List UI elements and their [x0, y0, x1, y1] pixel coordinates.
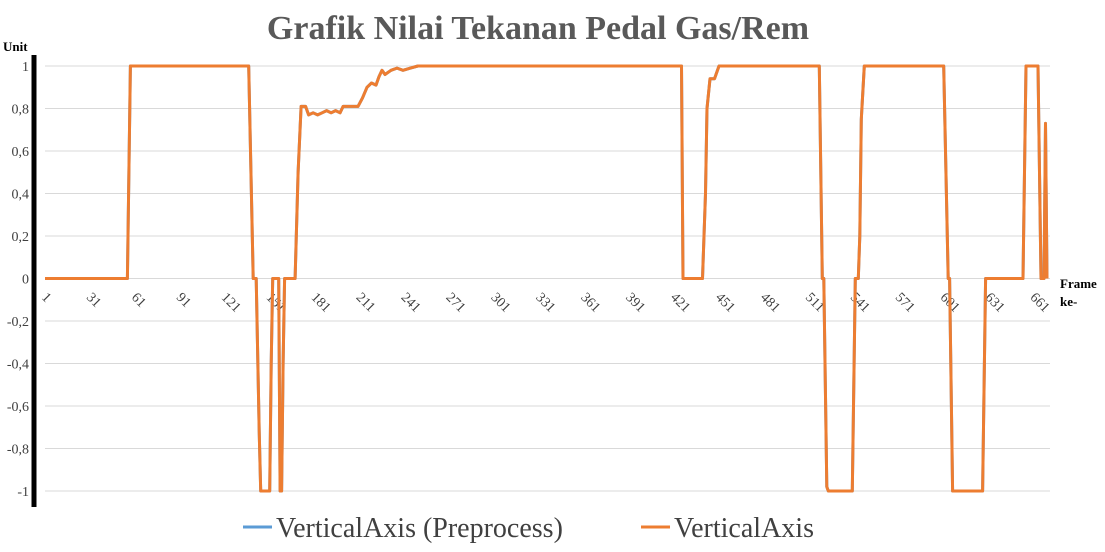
y-tick-label: 0,6 — [12, 145, 30, 160]
series-lines — [45, 64, 1049, 493]
x-tick-label: 571 — [892, 290, 917, 315]
x-tick-label: 661 — [1027, 290, 1052, 315]
x-tick-label: 181 — [308, 290, 333, 315]
x-tick-label: 541 — [847, 290, 872, 315]
chart-title: Grafik Nilai Tekanan Pedal Gas/Rem — [267, 10, 809, 47]
series-line-1 — [45, 64, 1049, 493]
x-tick-label: 301 — [488, 290, 513, 315]
x-tick-label: 241 — [398, 290, 423, 315]
x-tick-label: 391 — [622, 290, 647, 315]
x-tick-label: 451 — [712, 290, 737, 315]
y-tick-label: 0 — [22, 273, 29, 288]
x-tick-labels: 1 31 61 91 121 151 181 211 241 271 301 331 361 391 421… — [38, 290, 1052, 315]
x-tick-label: 121 — [218, 290, 243, 315]
legend-label-verticalaxis: VerticalAxis — [674, 513, 814, 544]
y-tick-label: -1 — [17, 485, 29, 500]
x-tick-label: 361 — [577, 290, 602, 315]
x-tick-label: 31 — [83, 290, 104, 311]
x-tick-label: 1 — [38, 290, 54, 306]
x-tick-label: 421 — [667, 290, 692, 315]
x-tick-label: 91 — [173, 290, 194, 311]
gridlines — [45, 65, 1050, 492]
y-tick-label: 0,8 — [12, 103, 30, 118]
y-tick-labels: 1 0,8 0,6 0,4 0,2 0 -0,2 -0,4 -0,6 -0,8 -1 — [7, 60, 29, 500]
legend-label-preprocess: VerticalAxis (Preprocess) — [276, 513, 563, 544]
y-tick-label: 1 — [22, 60, 29, 75]
x-axis-label-line1: Frame — [1060, 276, 1097, 291]
y-tick-label: 0,4 — [12, 188, 30, 203]
y-tick-label: -0,8 — [7, 443, 29, 458]
y-tick-label: -0,2 — [7, 315, 29, 330]
x-axis-label-line2: ke- — [1060, 294, 1077, 309]
legend: VerticalAxis (Preprocess) VerticalAxis — [243, 513, 814, 544]
x-tick-label: 61 — [128, 290, 149, 311]
y-tick-label: -0,6 — [7, 400, 29, 415]
y-tick-label: -0,4 — [7, 358, 29, 373]
y-tick-label: 0,2 — [12, 230, 30, 245]
y-axis-label: Unit — [3, 39, 28, 54]
x-tick-label: 211 — [353, 290, 378, 315]
x-tick-label: 331 — [532, 290, 557, 315]
x-tick-label: 271 — [443, 290, 468, 315]
x-tick-label: 481 — [757, 290, 782, 315]
